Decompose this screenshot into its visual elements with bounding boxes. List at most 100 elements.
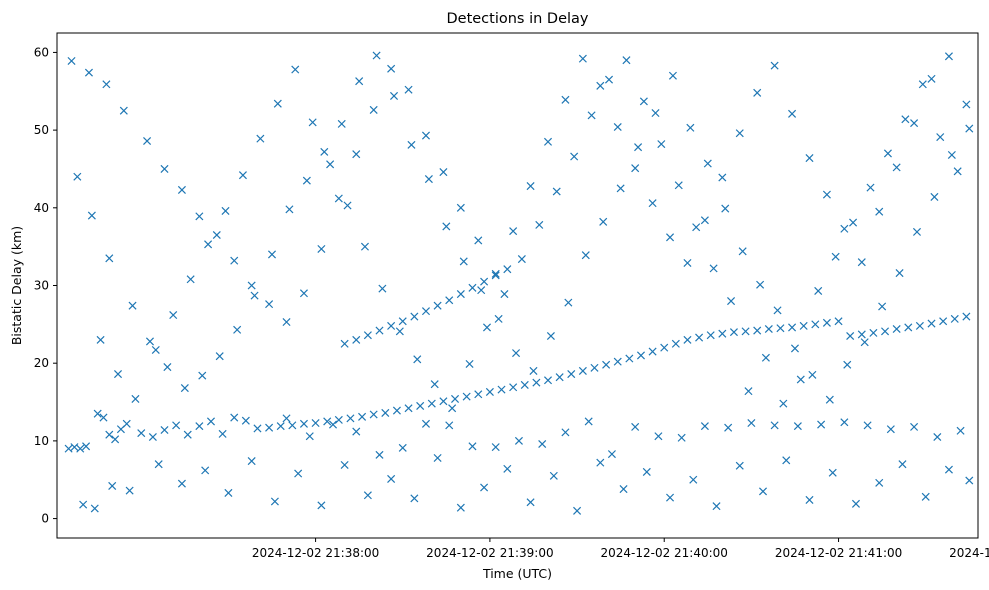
detection-point — [910, 119, 919, 128]
detection-point — [814, 286, 823, 295]
detection-point — [744, 387, 753, 396]
detection-point — [421, 419, 431, 428]
detection-point — [904, 323, 913, 332]
detection-point — [221, 206, 230, 215]
detection-point — [901, 115, 910, 124]
detection-point — [299, 289, 308, 298]
detection-point — [596, 81, 605, 90]
detection-point — [395, 327, 404, 336]
detection-point — [875, 478, 884, 487]
detection-point — [500, 290, 509, 299]
detection-point — [799, 321, 808, 330]
detection-point — [430, 380, 439, 389]
detection-point — [587, 111, 596, 120]
detection-point — [779, 399, 788, 408]
y-tick-label: 40 — [34, 201, 49, 215]
detection-point — [956, 426, 965, 435]
detection-point — [369, 410, 378, 419]
detection-point — [317, 501, 326, 510]
detection-point — [927, 74, 936, 83]
detection-point — [212, 230, 221, 240]
detection-point — [747, 418, 756, 428]
detection-point — [683, 335, 692, 344]
detection-point — [355, 77, 364, 86]
detection-point — [886, 425, 895, 434]
y-axis-ticks: 0 10 20 30 40 50 60 — [34, 45, 57, 526]
detection-point — [198, 371, 207, 380]
detection-point — [256, 134, 265, 143]
detection-point — [465, 359, 474, 368]
detection-point — [915, 321, 924, 330]
detection-point — [796, 375, 805, 384]
detection-point — [407, 140, 416, 149]
detection-point — [912, 227, 922, 236]
x-tick-label: 2024-12-02 21:42:00 — [949, 546, 989, 560]
detection-point — [895, 269, 904, 278]
detection-point — [671, 339, 680, 348]
detection-point — [177, 479, 186, 488]
detection-point — [788, 323, 797, 332]
x-axis-ticks: 2024-12-02 21:38:00 2024-12-02 21:39:00 20… — [252, 538, 989, 560]
detection-point — [206, 417, 216, 426]
detection-point — [578, 366, 587, 375]
detection-point — [944, 52, 953, 61]
detection-point — [204, 240, 213, 249]
detection-point — [602, 360, 611, 369]
detection-point — [285, 205, 294, 214]
detection-point — [122, 419, 131, 428]
detection-point — [462, 392, 471, 401]
detection-point — [950, 314, 959, 323]
detection-point — [674, 181, 683, 190]
detection-point — [811, 320, 820, 329]
detection-point — [927, 319, 936, 328]
detection-point — [822, 318, 831, 327]
detection-point — [233, 325, 242, 334]
detection-point — [326, 160, 335, 169]
detection-point — [869, 328, 878, 337]
detection-point — [442, 222, 451, 231]
detection-point — [456, 503, 465, 512]
detection-point — [143, 136, 152, 146]
detection-point — [195, 212, 204, 221]
detection-point — [485, 387, 494, 396]
detection-point — [965, 124, 974, 133]
detection-point — [346, 414, 355, 423]
x-tick-label: 2024-12-02 21:38:00 — [252, 546, 379, 560]
detection-point — [761, 353, 770, 362]
detection-point — [631, 422, 640, 431]
detection-point — [509, 383, 518, 392]
detection-point — [70, 443, 79, 452]
detection-point — [491, 271, 500, 280]
detection-point — [337, 119, 346, 128]
detection-point — [413, 355, 422, 364]
detection-point — [695, 333, 704, 342]
detection-point — [177, 185, 186, 194]
detection-point — [474, 390, 483, 399]
detection-point — [241, 416, 250, 425]
detection-point — [494, 314, 503, 323]
plot-area: 2024-12-02 21:38:00 2024-12-02 21:39:00 20… — [34, 32, 989, 560]
detection-point — [828, 468, 837, 477]
detection-point — [543, 376, 553, 385]
detection-point — [79, 500, 88, 509]
detection-point — [352, 427, 361, 436]
detection-point — [724, 423, 733, 432]
detection-point — [526, 498, 535, 507]
detection-point — [965, 476, 974, 485]
detection-point — [163, 363, 172, 372]
detection-point — [433, 453, 442, 463]
detection-point — [119, 106, 128, 115]
detection-point — [573, 506, 582, 515]
detection-point — [648, 347, 657, 356]
detection-point — [334, 194, 343, 203]
detection-point — [700, 422, 709, 431]
detection-point — [834, 317, 843, 326]
detection-point — [607, 450, 616, 459]
detection-point — [921, 492, 930, 501]
detection-point — [535, 220, 544, 229]
detection-point — [817, 420, 826, 429]
detection-point — [808, 370, 817, 379]
detection-point — [625, 354, 634, 363]
detection-point — [840, 224, 849, 233]
